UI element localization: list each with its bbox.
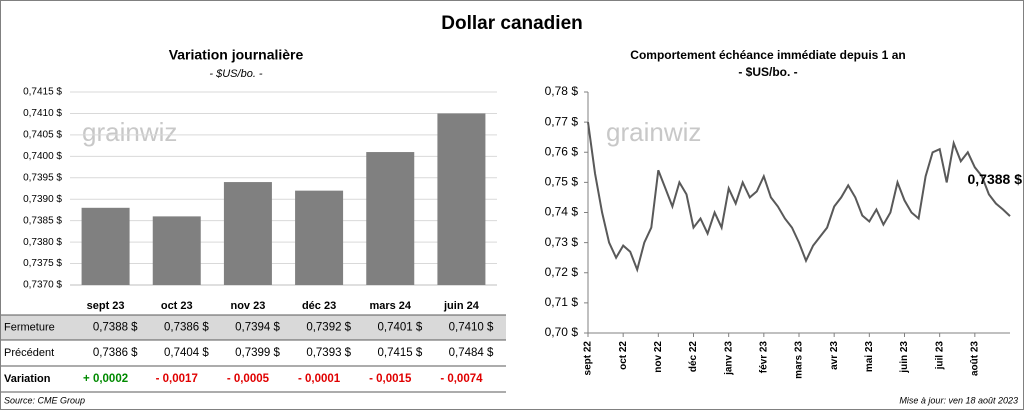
chart-subtitle: - $US/bo. -: [738, 65, 797, 79]
cell: 0,7410 $: [449, 322, 494, 334]
cell: - 0,0015: [369, 373, 412, 385]
cell: 0,7392 $: [306, 322, 351, 334]
x-tick-label: mars 23: [794, 341, 805, 379]
x-tick-label: sept 22: [583, 341, 594, 376]
annotation: 0,7388 $: [968, 171, 1023, 187]
y-tick-label: 0,75 $: [545, 175, 579, 189]
source: Source: CME Group: [4, 395, 85, 405]
x-tick-label: oct 22: [618, 341, 629, 370]
x-tick-label: déc 23: [302, 300, 336, 312]
y-tick-label: 0,7385 $: [23, 215, 62, 226]
line: [587, 121, 1011, 273]
x-tick-label: août 23: [969, 341, 980, 376]
y-tick-label: 0,7375 $: [23, 258, 62, 269]
cell: + 0,0002: [83, 373, 128, 385]
x-tick-label: mai 23: [864, 341, 875, 373]
cell: - 0,0074: [440, 373, 483, 385]
bar: [366, 152, 415, 285]
row-label: Variation: [4, 373, 51, 385]
chart-subtitle: - $US/bo. -: [209, 68, 263, 80]
bar: [295, 190, 344, 285]
updated: Mise à jour: ven 18 août 2023: [899, 395, 1018, 405]
watermark: grainwiz: [606, 117, 701, 147]
watermark: grainwiz: [82, 117, 177, 147]
cell: 0,7386 $: [164, 322, 209, 334]
cell: 0,7415 $: [377, 347, 422, 359]
y-tick-label: 0,77 $: [545, 114, 579, 128]
x-tick-label: déc 22: [688, 341, 699, 373]
y-tick-label: 0,7390 $: [23, 194, 62, 205]
y-tick-label: 0,7380 $: [23, 237, 62, 248]
y-tick-label: 0,7405 $: [23, 130, 62, 141]
y-tick-label: 0,76 $: [545, 144, 579, 158]
cell: 0,7399 $: [235, 347, 280, 359]
y-tick-label: 0,78 $: [545, 84, 579, 98]
chart-title: Comportement échéance immédiate depuis 1…: [630, 48, 905, 62]
cell: 0,7401 $: [377, 322, 422, 334]
x-tick-label: févr 23: [758, 341, 769, 374]
cell: 0,7404 $: [164, 347, 209, 359]
y-tick-label: 0,7415 $: [23, 87, 62, 98]
x-tick-label: avr 23: [829, 341, 840, 370]
bar: [81, 207, 130, 285]
y-tick-label: 0,7400 $: [23, 151, 62, 162]
cell: 0,7388 $: [93, 322, 138, 334]
row-label: Précédent: [4, 347, 54, 359]
x-tick-label: juil 23: [934, 341, 945, 371]
cell: 0,7484 $: [449, 347, 494, 359]
row-label: Fermeture: [4, 321, 55, 333]
y-tick-label: 0,73 $: [545, 235, 579, 249]
y-tick-label: 0,70 $: [545, 325, 579, 339]
cell: - 0,0001: [298, 373, 341, 385]
y-tick-label: 0,7370 $: [23, 280, 62, 291]
bar: [152, 216, 201, 285]
bar: [223, 182, 272, 285]
row-band: [1, 315, 506, 340]
y-tick-label: 0,71 $: [545, 295, 579, 309]
x-tick-label: oct 23: [161, 300, 193, 312]
x-tick-label: nov 22: [653, 341, 664, 373]
cell: 0,7394 $: [235, 322, 280, 334]
page-title: Dollar canadien: [441, 13, 583, 34]
cell: - 0,0005: [227, 373, 270, 385]
cell: 0,7386 $: [93, 347, 138, 359]
x-tick-label: mars 24: [369, 300, 411, 312]
cell: 0,7393 $: [306, 347, 351, 359]
x-tick-label: janv 23: [723, 341, 734, 376]
x-tick-label: nov 23: [230, 300, 265, 312]
x-tick-label: juin 23: [899, 341, 910, 374]
y-tick-label: 0,7410 $: [23, 108, 62, 119]
cell: - 0,0017: [156, 373, 198, 385]
chart-title: Variation journalière: [169, 47, 304, 63]
y-tick-label: 0,74 $: [545, 205, 579, 219]
bar: [437, 113, 486, 285]
y-tick-label: 0,7395 $: [23, 172, 62, 183]
y-tick-label: 0,72 $: [545, 265, 579, 279]
x-tick-label: sept 23: [87, 300, 125, 312]
x-tick-label: juin 24: [443, 300, 480, 312]
